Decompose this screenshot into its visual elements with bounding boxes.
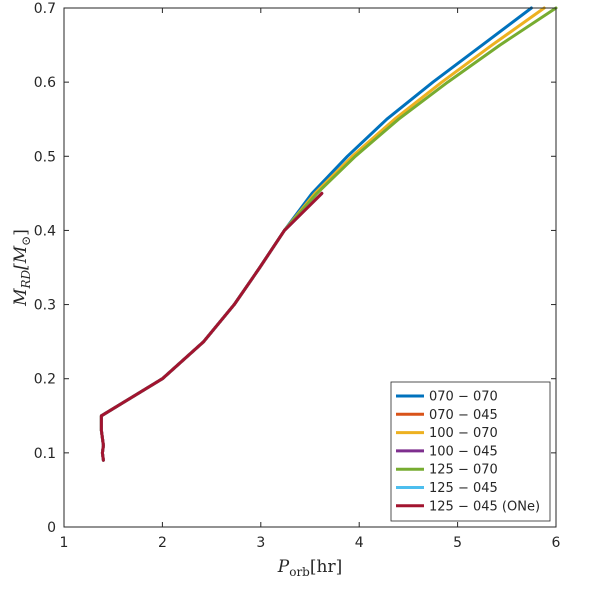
- y-tick-label: 0.5: [34, 149, 56, 165]
- legend-label: 070 − 070: [429, 390, 498, 405]
- legend-label: 070 − 045: [429, 408, 498, 423]
- y-tick-label: 0.7: [34, 1, 56, 17]
- y-tick-label: 0.2: [34, 372, 56, 388]
- x-tick-label: 1: [60, 535, 69, 551]
- x-tick-label: 4: [355, 535, 364, 551]
- y-axis-label-unit-open: [M: [11, 245, 31, 270]
- y-axis-label-main: M: [11, 288, 31, 307]
- x-axis-label: Porb[hr]: [277, 557, 342, 579]
- y-tick-label: 0.4: [34, 223, 56, 239]
- legend-items: 070 − 070 070 − 045 100 − 070 100 − 045 125 …: [396, 390, 540, 514]
- series-line: [99, 191, 324, 462]
- x-axis-label-unit: [hr]: [310, 557, 342, 577]
- x-tick-label: 5: [453, 535, 462, 551]
- y-axis-label: MRD[M⊙]: [11, 229, 33, 307]
- x-tick-label: 3: [256, 535, 265, 551]
- legend-label: 125 − 045: [429, 481, 498, 496]
- series-line: [99, 191, 324, 462]
- x-tick-label: 6: [552, 535, 561, 551]
- y-tick-label: 0.1: [34, 446, 56, 462]
- series-line: [99, 191, 324, 462]
- y-tick-label: 0.6: [34, 75, 56, 91]
- y-axis-label-unit-sym: ⊙: [19, 236, 33, 246]
- y-tick-label: 0: [47, 520, 56, 536]
- x-axis-label-main: P: [277, 557, 290, 577]
- x-axis-label-sub: orb: [289, 565, 310, 579]
- legend-label: 125 − 070: [429, 463, 498, 478]
- y-tick-label: 0.3: [34, 298, 56, 314]
- legend: 070 − 070 070 − 045 100 − 070 100 − 045 125 …: [390, 381, 551, 522]
- y-axis-label-unit-close: ]: [11, 229, 31, 236]
- series-layer: [99, 6, 558, 462]
- plot-frame: [63, 7, 557, 528]
- y-axis-label-sub: RD: [19, 269, 33, 289]
- series-line: [99, 191, 324, 462]
- legend-label: 100 − 070: [429, 426, 498, 441]
- x-tick-label: 2: [158, 535, 167, 551]
- legend-label: 100 − 045: [429, 444, 498, 459]
- tick-layer: 1 2 3 4 5 6 0 0.1 0.2 0.3 0.4 0.5 0.6 0.7: [34, 1, 561, 551]
- legend-label: 125 − 045 (ONe): [429, 499, 540, 514]
